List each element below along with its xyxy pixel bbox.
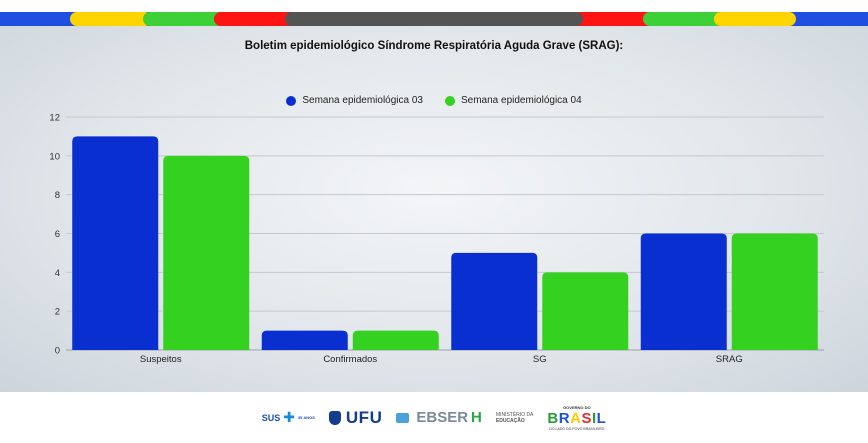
gov-word-letter: R xyxy=(558,409,571,427)
bar xyxy=(72,136,159,350)
bar xyxy=(731,233,818,350)
bar xyxy=(640,233,727,350)
y-tick-label: 8 xyxy=(55,190,60,201)
gov-word-letter: S xyxy=(581,409,592,427)
sus-logo-sub: 35 ANOS xyxy=(297,415,315,420)
y-tick-label: 10 xyxy=(49,151,60,162)
stripe-green-left xyxy=(143,12,225,26)
y-tick-label: 0 xyxy=(55,346,60,357)
top-color-stripe xyxy=(0,12,868,26)
ufu-logo-text: UFU xyxy=(345,407,383,427)
mec-logo: MINISTÉRIO DA EDUCAÇÃO xyxy=(496,412,534,424)
y-tick-label: 6 xyxy=(55,229,60,240)
ebserh-emblem-icon xyxy=(396,412,410,423)
legend-label-week-03: Semana epidemiológica 03 xyxy=(302,95,423,106)
legend-dot-week-03 xyxy=(286,95,297,106)
ebserh-logo-h: H xyxy=(471,409,482,426)
plus-icon: ✚ xyxy=(283,409,295,425)
bar xyxy=(542,272,629,350)
stripe-yellow-right xyxy=(714,12,796,26)
governo-brasil-logo: GOVERNO DO BRASIL DO LADO DO POVO BRASIL… xyxy=(547,405,606,431)
stripe-red-right xyxy=(572,12,654,26)
legend-label-week-04: Semana epidemiológica 04 xyxy=(461,95,582,106)
stripe-yellow-left xyxy=(70,12,152,26)
y-tick-label: 2 xyxy=(55,307,60,318)
y-tick-label: 4 xyxy=(55,268,60,279)
stripe-green-right xyxy=(643,12,725,26)
gov-word-letter: L xyxy=(596,409,607,427)
mec-line-1: MINISTÉRIO DA xyxy=(495,411,534,418)
gov-word-letters: BRASIL xyxy=(547,410,606,427)
legend-item-week-04[interactable]: Semana epidemiológica 04 xyxy=(445,95,582,106)
bar-chart: 0 2 4 6 8 10 12 Suspeitos Confirmados SG SRAG xyxy=(49,113,824,365)
footer-logos: SUS ✚ 35 ANOS UFU EBSER H MINISTÉRIO DA E… xyxy=(0,392,868,443)
chart-title: Boletim epidemiológico Síndrome Respirat… xyxy=(244,40,624,52)
gov-word-text: BRASIL xyxy=(547,411,606,426)
bar xyxy=(352,330,439,350)
sus-logo-text: SUS xyxy=(261,412,281,423)
gov-word-letter: B xyxy=(547,409,559,427)
x-tick-label: SRAG xyxy=(716,354,743,365)
sus-logo: SUS ✚ 35 ANOS xyxy=(262,409,315,426)
x-tick-label: SG xyxy=(533,354,547,365)
stripe-red-left xyxy=(214,12,296,26)
ufu-logo: UFU xyxy=(328,407,383,428)
ufu-emblem-icon xyxy=(328,410,341,425)
gov-word-letter: A xyxy=(570,409,582,427)
stripe-gray-center xyxy=(285,12,583,26)
gov-top-text: GOVERNO DO xyxy=(563,404,591,410)
legend-dot-week-04 xyxy=(445,95,455,106)
x-tick-label: Suspeitos xyxy=(140,354,182,365)
mec-line-2: EDUCAÇÃO xyxy=(495,417,525,424)
ebserh-logo: EBSER H xyxy=(396,409,482,426)
chart-legend: Semana epidemiológica 03 Semana epidemio… xyxy=(0,95,868,106)
legend-item-week-03[interactable]: Semana epidemiológica 03 xyxy=(286,95,423,106)
x-tick-label: Confirmados xyxy=(323,354,377,365)
bar xyxy=(163,155,250,350)
gov-word-letter: I xyxy=(591,409,597,427)
bar xyxy=(261,330,348,350)
y-tick-label: 12 xyxy=(49,113,60,124)
gov-bottom-text: DO LADO DO POVO BRASILEIRO xyxy=(549,426,605,431)
ebserh-logo-text: EBSER xyxy=(416,409,469,426)
bar xyxy=(451,252,538,350)
